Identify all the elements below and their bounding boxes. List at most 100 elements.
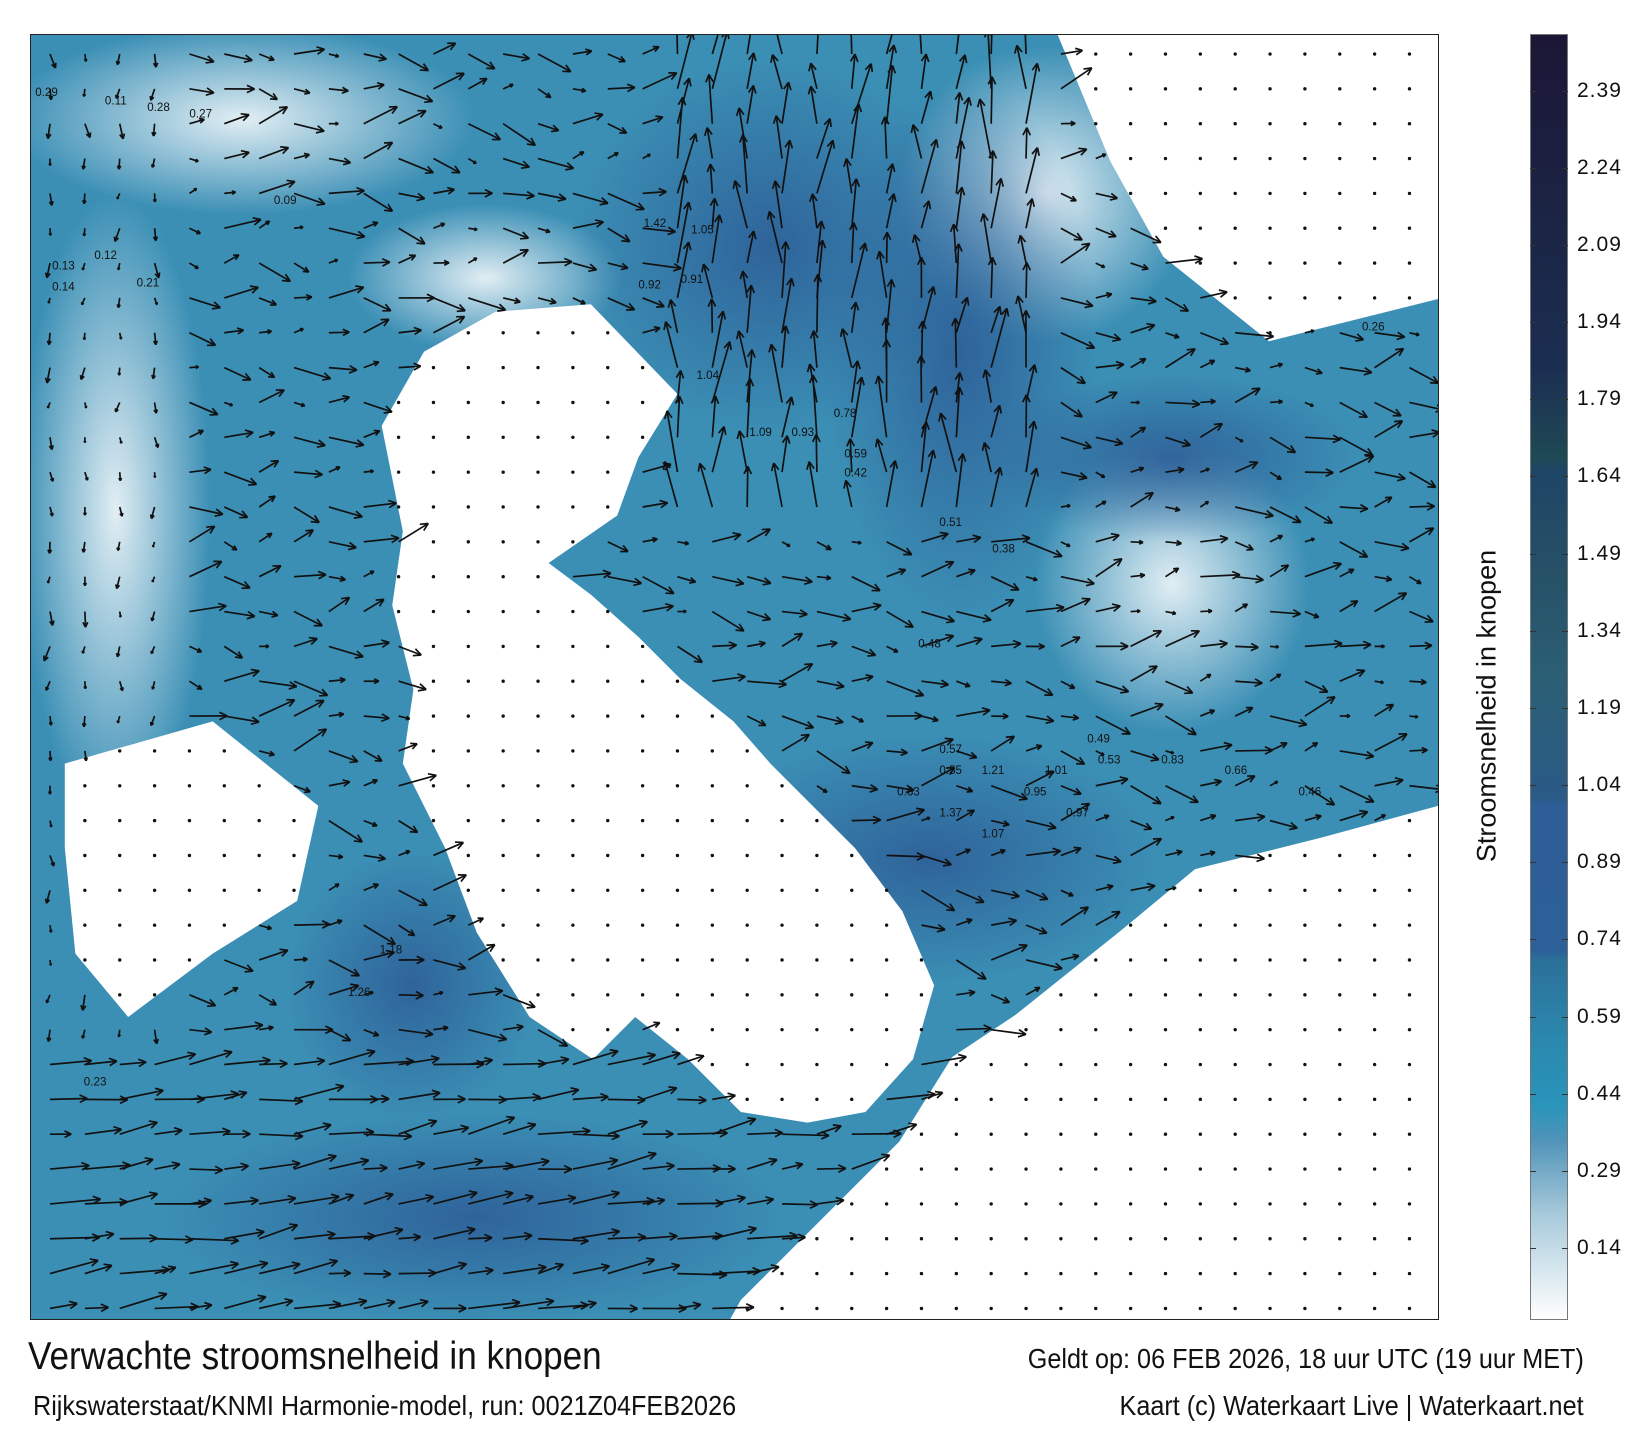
land-dot — [1303, 191, 1307, 196]
current-arrow — [1200, 534, 1229, 544]
land-dot — [1094, 1271, 1098, 1276]
current-arrow — [503, 1263, 547, 1275]
current-arrow — [776, 35, 783, 55]
current-arrow — [642, 325, 661, 334]
current-arrow — [572, 150, 585, 160]
land-dot — [571, 923, 575, 927]
land-dot — [884, 923, 889, 927]
current-arrow — [956, 918, 973, 926]
land-dot — [1198, 156, 1203, 161]
current-arrow — [850, 103, 863, 159]
land-dot — [431, 714, 436, 718]
current-arrow — [293, 366, 332, 381]
land-dot — [1198, 1062, 1203, 1067]
current-arrow — [677, 1301, 702, 1310]
current-arrow — [850, 35, 853, 55]
land-dot — [118, 749, 122, 753]
current-arrow — [119, 1157, 154, 1170]
current-arrow — [258, 994, 278, 1006]
current-arrow — [572, 569, 612, 579]
current-arrow — [851, 1153, 891, 1170]
current-arrow — [1015, 295, 1027, 333]
land-dot — [501, 958, 505, 962]
current-arrow — [1060, 953, 1080, 961]
current-arrow — [1234, 436, 1244, 443]
current-arrow — [1130, 491, 1154, 508]
land-dot — [571, 853, 575, 858]
current-arrow — [1409, 641, 1433, 650]
land-dot — [187, 818, 192, 823]
current-arrow — [1304, 537, 1316, 543]
land-dot — [431, 574, 436, 579]
land-dot — [396, 470, 401, 474]
current-arrow — [1200, 398, 1216, 405]
land-dot — [1338, 1271, 1342, 1276]
current-arrow — [47, 785, 53, 795]
current-arrow — [1021, 310, 1031, 368]
land-dot — [83, 853, 87, 858]
land-dot — [1338, 1097, 1342, 1102]
current-arrow — [1060, 541, 1071, 548]
current-arrow — [642, 45, 660, 55]
current-arrow — [502, 297, 521, 305]
land-dot — [1163, 1271, 1168, 1276]
current-arrow — [956, 610, 992, 623]
land-dot — [1338, 191, 1342, 196]
current-arrow — [1235, 853, 1265, 863]
current-arrow — [956, 784, 974, 793]
speed-value-label: 0.55 — [939, 764, 962, 777]
land-dot — [536, 714, 540, 718]
current-arrow — [1025, 744, 1043, 752]
current-arrow — [1165, 539, 1182, 547]
land-dot — [1372, 1271, 1377, 1276]
current-arrow — [1130, 572, 1146, 579]
land-dot — [640, 853, 645, 858]
current-arrow — [676, 174, 689, 229]
current-arrow — [956, 636, 983, 648]
current-arrow — [874, 438, 888, 473]
current-arrow — [118, 611, 123, 618]
land-dot — [884, 1027, 889, 1032]
current-arrow — [990, 735, 1016, 752]
land-dot — [640, 679, 645, 683]
land-dot — [780, 888, 784, 892]
land-dot — [1372, 958, 1377, 962]
current-arrow — [1339, 669, 1366, 682]
current-arrow — [259, 1194, 297, 1205]
current-arrow — [258, 179, 296, 195]
current-arrow — [224, 84, 255, 94]
current-arrow — [1095, 153, 1107, 160]
current-arrow — [711, 310, 727, 368]
current-arrow — [328, 1269, 352, 1278]
current-arrow — [1374, 703, 1395, 717]
land-dot — [1372, 122, 1377, 126]
current-arrow — [224, 190, 237, 196]
current-arrow — [1025, 603, 1065, 613]
current-arrow — [189, 1260, 239, 1275]
current-arrow — [1235, 642, 1259, 652]
land-dot — [919, 1027, 924, 1032]
land-dot — [1198, 1027, 1203, 1032]
current-arrow — [150, 158, 156, 168]
current-arrow — [118, 332, 123, 340]
current-arrow — [739, 270, 749, 299]
current-arrow — [259, 1159, 301, 1170]
current-speed-map[interactable]: 0.29 0.11 0.28 0.27 0.12 0.13 0.14 0.09 0.21 0.23… — [30, 34, 1439, 1320]
land-dot — [1233, 958, 1237, 962]
current-arrow — [1339, 640, 1372, 650]
current-arrow — [712, 673, 746, 683]
current-arrow — [1095, 680, 1130, 694]
current-arrow — [328, 959, 360, 977]
current-arrow — [1304, 468, 1334, 477]
current-arrow — [224, 285, 259, 299]
land-dot — [989, 1237, 993, 1241]
land-dot — [152, 923, 157, 927]
speed-value-label: 0.11 — [105, 95, 127, 108]
current-arrow — [1374, 420, 1404, 439]
current-arrow — [467, 122, 502, 141]
land-dot — [815, 888, 819, 892]
current-arrow — [223, 986, 239, 996]
current-arrow — [850, 376, 865, 438]
land-dot — [815, 923, 819, 927]
current-arrow — [987, 256, 997, 298]
